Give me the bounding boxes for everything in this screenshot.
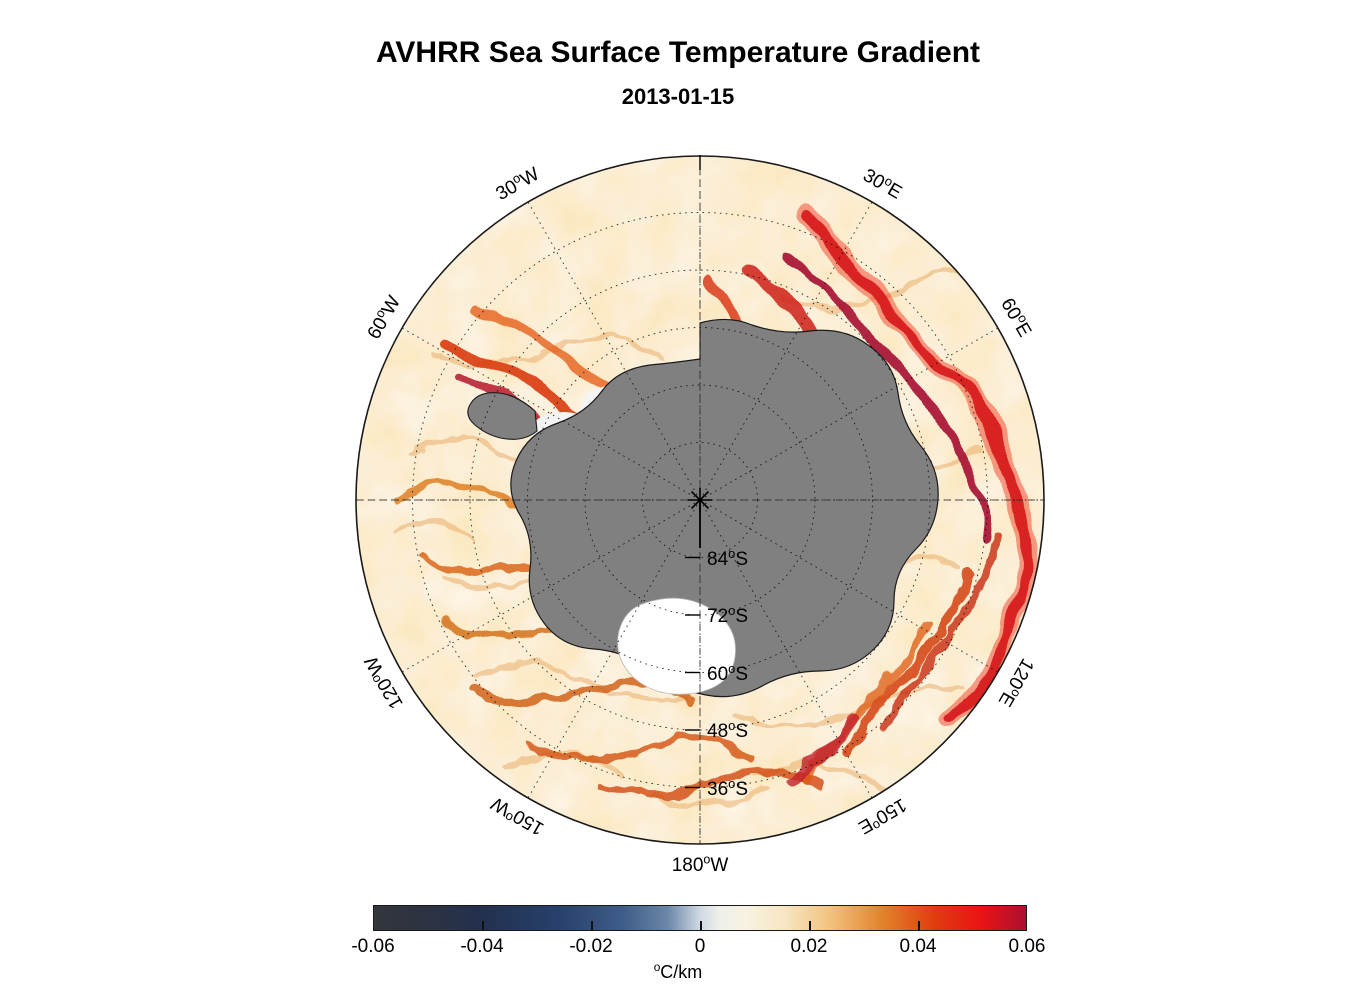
colorbar-tick-label: 0 bbox=[694, 936, 706, 957]
colorbar-tick-mark bbox=[918, 921, 920, 931]
map-svg: 84oS 72oS 60oS 48oS 36oS 0o 30oE 60oE bbox=[355, 155, 1045, 845]
lon-label-30E: 30oE bbox=[859, 162, 907, 203]
colorbar-tick-label: -0.02 bbox=[569, 936, 613, 957]
polar-map: 84oS 72oS 60oS 48oS 36oS 0o 30oE 60oE bbox=[355, 155, 1045, 876]
south-pole-star-icon bbox=[688, 488, 712, 548]
latitude-ticks bbox=[685, 556, 700, 789]
page-subtitle: 2013-01-15 bbox=[621, 84, 735, 109]
page-title: AVHRR Sea Surface Temperature Gradient bbox=[375, 36, 981, 69]
principal-axes bbox=[356, 156, 1044, 844]
latitude-label-group: 84oS 72oS 60oS 48oS 36oS bbox=[707, 546, 748, 800]
colorbar-tick-mark bbox=[700, 921, 702, 931]
lon-label-180W-text: 180oW bbox=[671, 852, 729, 876]
colorbar-tick-label: 0.02 bbox=[790, 936, 828, 957]
colorbar bbox=[373, 905, 1027, 931]
lat-label-84: 84oS bbox=[707, 546, 748, 570]
colorbar-tick-label: -0.04 bbox=[460, 936, 504, 957]
antarctica-landmass bbox=[467, 318, 939, 698]
acc-fronts-indian bbox=[786, 531, 1005, 786]
lon-label-60E: 60oE bbox=[996, 293, 1037, 341]
colorbar-tick-mark bbox=[809, 921, 811, 931]
lat-label-72: 72oS bbox=[707, 603, 748, 627]
lat-label-48: 48oS bbox=[707, 718, 748, 742]
lat-label-36: 36oS bbox=[707, 776, 748, 800]
colorbar-tick-label: -0.06 bbox=[351, 936, 395, 957]
colorbar-tick-label: 0.06 bbox=[1008, 936, 1046, 957]
colorbar-tick-mark bbox=[482, 921, 484, 931]
colorbar-tick-label: 0.04 bbox=[899, 936, 937, 957]
lat-label-60: 60oS bbox=[707, 661, 748, 685]
colorbar-tick-mark bbox=[591, 921, 593, 931]
colorbar-unit-label: oC/km bbox=[653, 960, 703, 982]
